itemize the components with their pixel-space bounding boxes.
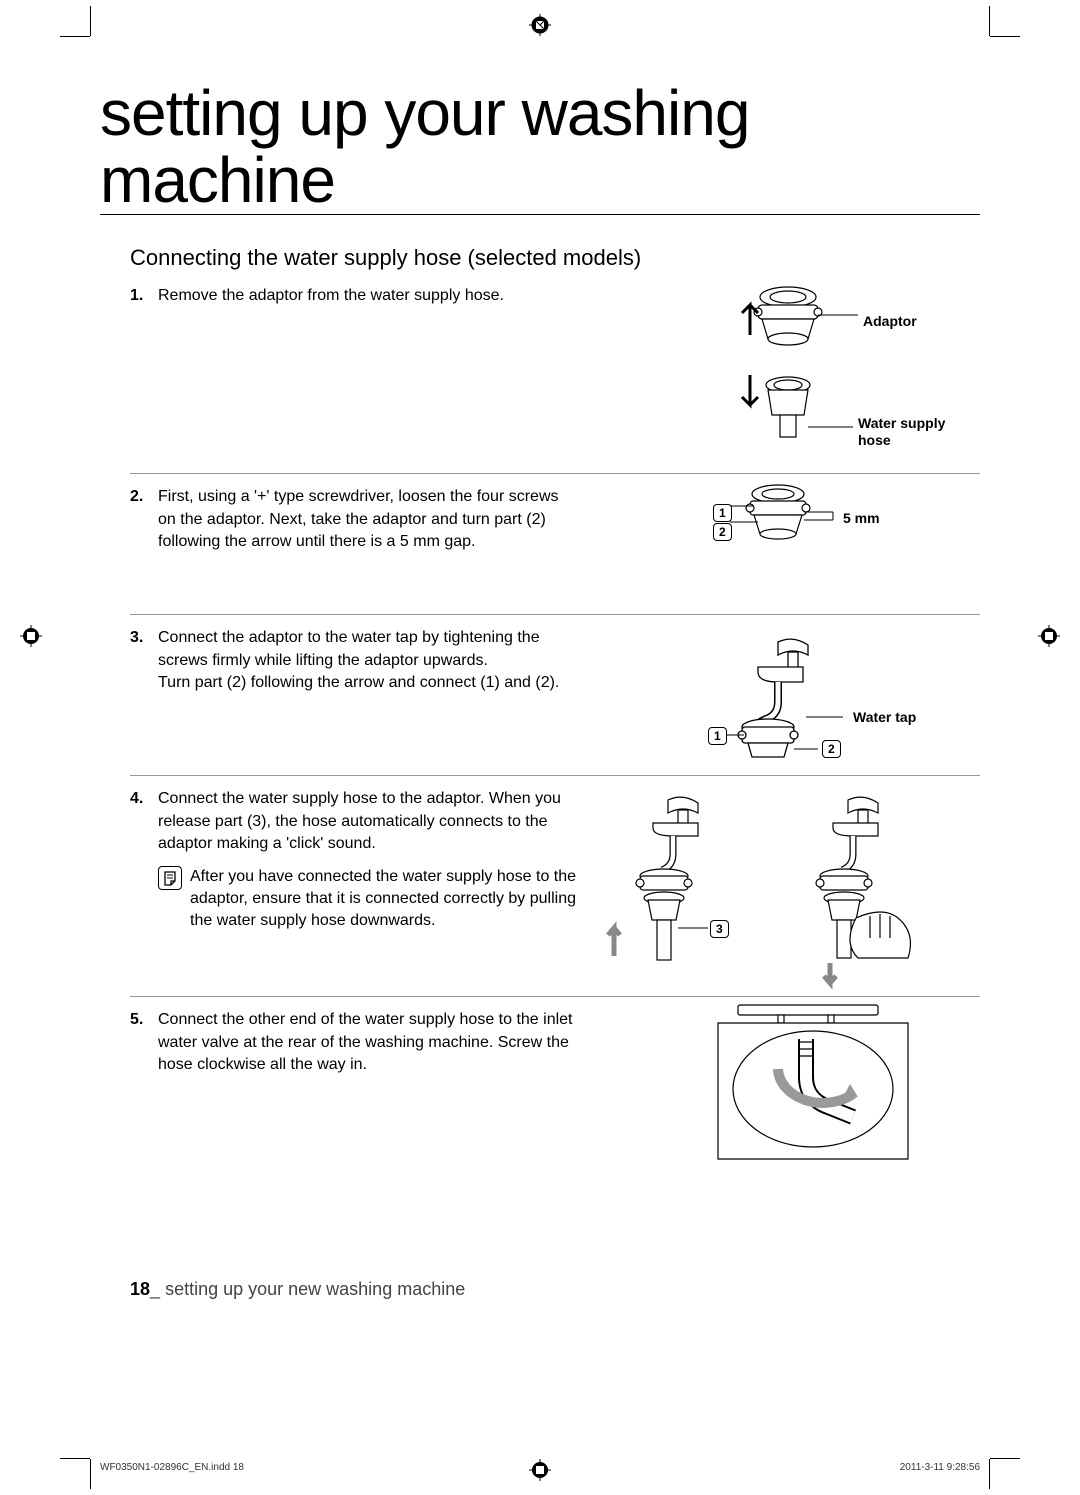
step-4-figure: 3	[578, 788, 980, 988]
label-supply-hose: Water supply hose	[858, 415, 968, 449]
print-filename: WF0350N1-02896C_EN.indd 18	[100, 1462, 244, 1473]
label-gap: 5 mm	[843, 510, 880, 527]
step-text: Connect the water supply hose to the ada…	[158, 788, 578, 932]
step-text: Connect the adaptor to the water tap by …	[158, 627, 578, 694]
crop-mark	[989, 6, 990, 36]
note-icon	[158, 866, 182, 890]
registration-mark-icon	[20, 625, 42, 647]
registration-mark-icon	[529, 1459, 551, 1481]
crop-mark	[60, 36, 90, 37]
step-4-text: Connect the water supply hose to the ada…	[158, 790, 561, 852]
crop-mark	[60, 1458, 90, 1459]
footer-page-num: 18	[130, 1279, 150, 1299]
callout-3: 3	[710, 920, 729, 938]
step-5: 5. Connect the other end of the water su…	[130, 996, 980, 1179]
step-text: First, using a '+' type screwdriver, loo…	[158, 486, 578, 553]
step-text: Connect the other end of the water suppl…	[158, 1009, 578, 1076]
step-number: 1.	[130, 285, 158, 307]
step-3-figure: 1 2 Water tap	[578, 627, 980, 767]
step-number: 3.	[130, 627, 158, 649]
crop-mark	[990, 36, 1020, 37]
crop-mark	[990, 1458, 1020, 1459]
registration-mark-icon	[529, 14, 551, 36]
page-title: setting up your washing machine	[100, 80, 980, 215]
footer-sep: _	[150, 1279, 160, 1299]
callout-1: 1	[708, 727, 727, 745]
step-2-figure: 1 2 5 mm	[578, 486, 980, 606]
page-footer: 18_ setting up your new washing machine	[100, 1279, 465, 1300]
step-number: 5.	[130, 1009, 158, 1031]
step-2: 2. First, using a '+' type screwdriver, …	[130, 473, 980, 606]
step-1-figure: Adaptor Water supply hose	[578, 285, 980, 465]
section-heading: Connecting the water supply hose (select…	[130, 245, 980, 271]
print-timestamp: 2011-3-11 9:28:56	[900, 1462, 980, 1473]
step-text: Remove the adaptor from the water supply…	[158, 285, 578, 307]
crop-mark	[90, 1459, 91, 1489]
callout-1: 1	[713, 504, 732, 522]
step-1: 1. Remove the adaptor from the water sup…	[130, 281, 980, 465]
callout-2: 2	[822, 740, 841, 758]
callout-2: 2	[713, 523, 732, 541]
step-4: 4. Connect the water supply hose to the …	[130, 775, 980, 988]
step-3: 3. Connect the adaptor to the water tap …	[130, 614, 980, 767]
step-number: 4.	[130, 788, 158, 810]
step-5-figure	[578, 1009, 980, 1179]
crop-mark	[989, 1459, 990, 1489]
label-adaptor: Adaptor	[863, 313, 917, 330]
note-text: After you have connected the water suppl…	[190, 866, 578, 933]
registration-mark-icon	[1038, 625, 1060, 647]
footer-text: setting up your new washing machine	[165, 1279, 465, 1299]
label-watertap: Water tap	[853, 709, 916, 726]
crop-mark	[90, 6, 91, 36]
step-number: 2.	[130, 486, 158, 508]
